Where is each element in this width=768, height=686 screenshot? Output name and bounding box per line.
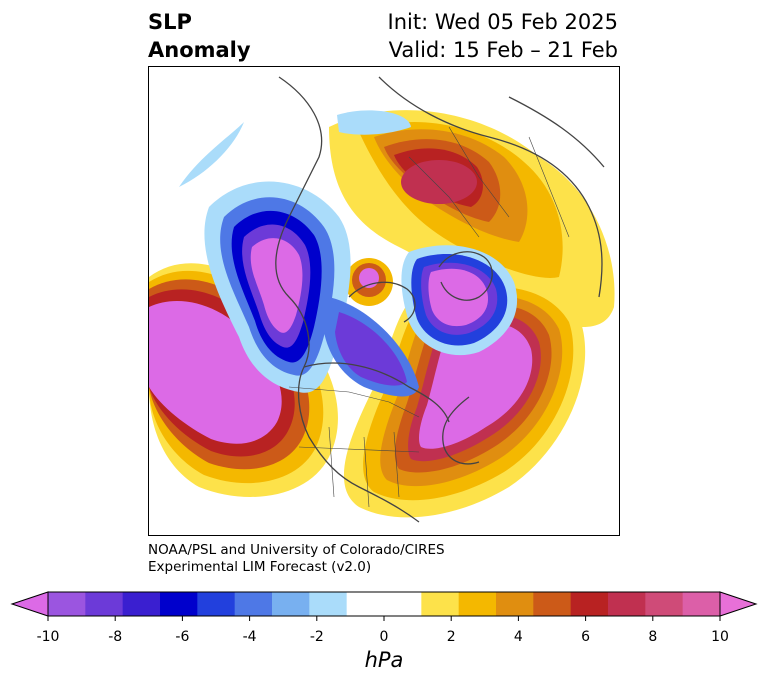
valid-range: Valid: 15 Feb – 21 Feb [388, 38, 618, 62]
colorbar-segment [197, 592, 236, 616]
map-panel [148, 66, 620, 536]
map-title: SLP Anomaly [148, 8, 251, 64]
negative-anomaly-greenland [401, 245, 518, 356]
colorbar-segment [645, 592, 684, 616]
colorbar-over-arrow [719, 591, 758, 617]
colorbar-segment [85, 592, 124, 616]
negative-anomaly-arctic-ring [179, 110, 411, 187]
colorbar-segments [48, 592, 721, 616]
colorbar-segment [496, 592, 534, 616]
colorbar-segment [309, 592, 348, 616]
colorbar-segment [48, 592, 86, 616]
colorbar-tick-label: -2 [309, 629, 324, 645]
colorbar [10, 591, 758, 621]
credit-text: NOAA/PSL and University of Colorado/CIRE… [148, 542, 445, 576]
colorbar-unit: hPa [364, 648, 404, 672]
colorbar-ticks [47, 616, 721, 621]
colorbar-segment [346, 592, 385, 616]
coastlines [275, 76, 605, 523]
forecast-dates: Init: Wed 05 Feb 2025 Valid: 15 Feb – 21… [388, 8, 618, 64]
colorbar-tick-label: -8 [108, 629, 123, 645]
colorbar-tick-label: 10 [711, 629, 729, 645]
colorbar-tick-label: 6 [581, 629, 591, 645]
colorbar-segment [122, 592, 161, 616]
anomaly-map [149, 76, 615, 523]
colorbar-tick-label: 4 [513, 629, 523, 645]
colorbar-tick-label: 8 [648, 629, 658, 645]
colorbar-tick-label: -6 [175, 629, 190, 645]
init-date: Init: Wed 05 Feb 2025 [387, 10, 618, 34]
colorbar-segment [160, 592, 198, 616]
credit-line-2: Experimental LIM Forecast (v2.0) [148, 559, 372, 575]
title-field: Anomaly [148, 38, 251, 62]
negative-anomaly-alaska-canada [204, 181, 419, 397]
colorbar-under-arrow [10, 591, 49, 617]
credit-line-1: NOAA/PSL and University of Colorado/CIRE… [148, 542, 445, 558]
colorbar-segment [682, 592, 721, 616]
title-variable: SLP [148, 10, 192, 34]
colorbar-segment [608, 592, 646, 616]
colorbar-segment [421, 592, 460, 616]
colorbar-segment [384, 592, 422, 616]
colorbar-segment [272, 592, 310, 616]
colorbar-tick-label: 0 [379, 629, 389, 645]
colorbar-segment [570, 592, 609, 616]
colorbar-segment [234, 592, 273, 616]
colorbar-tick-label: -4 [242, 629, 257, 645]
colorbar-tick-label: 2 [446, 629, 456, 645]
colorbar-segment [533, 592, 572, 616]
political-borders [288, 126, 570, 508]
colorbar-tick-label: -10 [36, 629, 60, 645]
positive-anomaly-eurasia [329, 110, 615, 327]
colorbar-segment [458, 592, 497, 616]
